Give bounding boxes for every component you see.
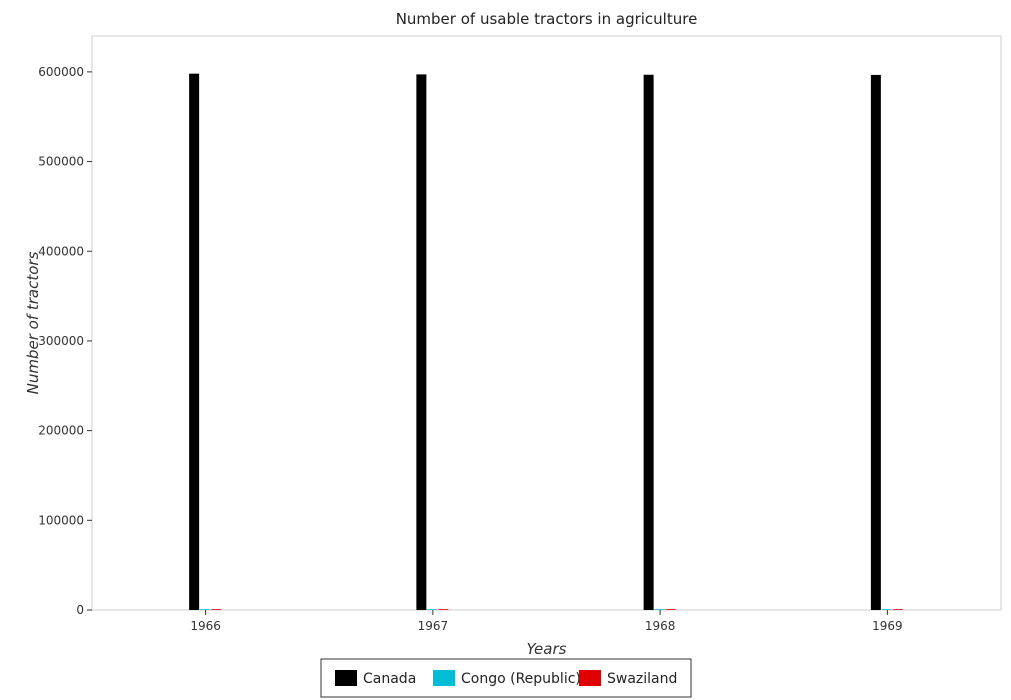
bar-congo-republic [655,609,665,610]
legend-label: Swaziland [607,671,677,687]
legend-swatch [335,670,357,686]
bar-canada [189,74,199,610]
legend-swatch [433,670,455,686]
y-tick-label: 500000 [38,155,84,169]
x-tick-label: 1969 [872,619,903,633]
bar-swaziland [211,609,221,610]
legend-label: Congo (Republic) [461,671,581,687]
y-tick-label: 300000 [38,334,84,348]
bar-congo-republic [427,609,437,610]
bar-canada [644,75,654,610]
x-tick-label: 1966 [190,619,221,633]
y-tick-label: 0 [76,603,84,617]
bar-congo-republic [882,609,892,610]
bar-swaziland [666,609,676,610]
bar-congo-republic [200,609,210,610]
y-tick-label: 600000 [38,65,84,79]
plot-area [92,36,1001,610]
y-tick-label: 400000 [38,244,84,258]
bars [189,74,903,610]
bar-canada [416,74,426,610]
x-axis-ticks: 1966 1967 1968 1969 [190,610,902,633]
bar-swaziland [893,609,903,610]
y-tick-label: 100000 [38,513,84,527]
bar-canada [871,75,881,610]
chart-title: Number of usable tractors in agriculture [396,10,698,28]
x-tick-label: 1968 [645,619,676,633]
x-tick-label: 1967 [418,619,449,633]
y-axis-title: Number of tractors [24,251,42,394]
legend: Canada Congo (Republic) Swaziland [321,659,691,697]
x-axis-title: Years [527,640,567,658]
y-tick-label: 200000 [38,424,84,438]
y-axis-ticks: 0 100000 200000 300000 400000 500000 600000 [38,65,92,617]
legend-label: Canada [363,671,416,687]
bar-swaziland [438,609,448,610]
legend-swatch [579,670,601,686]
